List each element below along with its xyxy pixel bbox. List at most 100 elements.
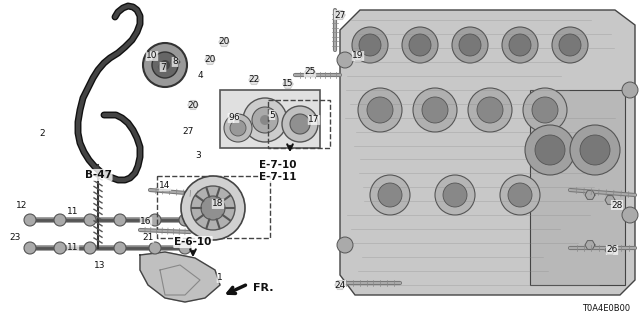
Text: 5: 5 <box>269 110 275 119</box>
Text: 23: 23 <box>10 233 20 242</box>
Polygon shape <box>605 196 615 204</box>
Circle shape <box>422 97 448 123</box>
Text: 20: 20 <box>204 55 216 65</box>
Polygon shape <box>353 52 363 60</box>
Text: E-6-10: E-6-10 <box>174 237 212 247</box>
Circle shape <box>352 27 388 63</box>
Circle shape <box>435 175 475 215</box>
Circle shape <box>523 88 567 132</box>
Circle shape <box>622 207 638 223</box>
Polygon shape <box>170 58 180 66</box>
Circle shape <box>622 82 638 98</box>
Circle shape <box>152 52 178 78</box>
Circle shape <box>337 52 353 68</box>
Circle shape <box>477 97 503 123</box>
Circle shape <box>201 196 225 220</box>
Text: E-7-11: E-7-11 <box>259 172 297 182</box>
Circle shape <box>370 175 410 215</box>
Text: B-47: B-47 <box>84 170 111 180</box>
Polygon shape <box>219 38 229 46</box>
Text: 21: 21 <box>142 234 154 243</box>
Polygon shape <box>283 80 293 88</box>
Circle shape <box>191 186 235 230</box>
Circle shape <box>508 183 532 207</box>
Polygon shape <box>158 63 168 71</box>
Circle shape <box>179 242 191 254</box>
Circle shape <box>570 125 620 175</box>
Text: 11: 11 <box>67 207 79 217</box>
Circle shape <box>149 242 161 254</box>
Text: 15: 15 <box>282 79 294 89</box>
Text: E-7-10: E-7-10 <box>259 160 297 170</box>
Circle shape <box>525 125 575 175</box>
Polygon shape <box>249 76 259 84</box>
Circle shape <box>282 106 318 142</box>
Polygon shape <box>605 246 615 254</box>
Circle shape <box>260 115 270 125</box>
Text: 19: 19 <box>352 52 364 60</box>
Text: T0A4E0B00: T0A4E0B00 <box>582 304 630 313</box>
Circle shape <box>290 114 310 134</box>
Circle shape <box>552 27 588 63</box>
Text: 17: 17 <box>308 116 320 124</box>
Circle shape <box>532 97 558 123</box>
Text: 28: 28 <box>611 201 623 210</box>
Circle shape <box>509 34 531 56</box>
Circle shape <box>224 114 252 142</box>
Circle shape <box>179 214 191 226</box>
Circle shape <box>535 135 565 165</box>
Text: 14: 14 <box>159 181 171 190</box>
Text: 20: 20 <box>218 37 230 46</box>
Text: 3: 3 <box>195 150 201 159</box>
Circle shape <box>181 176 245 240</box>
Circle shape <box>358 88 402 132</box>
Circle shape <box>84 214 96 226</box>
Text: 13: 13 <box>94 260 106 269</box>
Circle shape <box>367 97 393 123</box>
Text: FR.: FR. <box>253 283 273 293</box>
Text: 7: 7 <box>160 62 166 71</box>
Circle shape <box>378 183 402 207</box>
Text: 26: 26 <box>606 245 618 254</box>
Circle shape <box>84 242 96 254</box>
Circle shape <box>502 27 538 63</box>
Text: 1: 1 <box>217 274 223 283</box>
Text: 24: 24 <box>334 281 346 290</box>
Text: 6: 6 <box>233 114 239 123</box>
Text: 18: 18 <box>212 199 224 209</box>
Circle shape <box>149 214 161 226</box>
Circle shape <box>243 98 287 142</box>
Text: 16: 16 <box>140 218 152 227</box>
Polygon shape <box>585 191 595 199</box>
Circle shape <box>114 214 126 226</box>
Text: 10: 10 <box>147 52 157 60</box>
Polygon shape <box>340 10 635 295</box>
Circle shape <box>402 27 438 63</box>
Text: 8: 8 <box>172 58 178 67</box>
Text: 2: 2 <box>39 129 45 138</box>
Polygon shape <box>213 200 223 208</box>
Polygon shape <box>335 11 345 19</box>
Polygon shape <box>530 90 625 285</box>
Circle shape <box>337 237 353 253</box>
Text: 22: 22 <box>248 76 260 84</box>
Circle shape <box>409 34 431 56</box>
Polygon shape <box>585 241 595 249</box>
Polygon shape <box>205 56 215 64</box>
Circle shape <box>54 242 66 254</box>
Circle shape <box>230 120 246 136</box>
Circle shape <box>359 34 381 56</box>
Circle shape <box>443 183 467 207</box>
Text: 27: 27 <box>182 127 194 137</box>
Circle shape <box>114 242 126 254</box>
Text: 9: 9 <box>228 114 234 123</box>
Circle shape <box>413 88 457 132</box>
Circle shape <box>252 107 278 133</box>
Polygon shape <box>305 68 315 76</box>
Circle shape <box>160 60 170 70</box>
Circle shape <box>559 34 581 56</box>
Circle shape <box>468 88 512 132</box>
Circle shape <box>24 242 36 254</box>
Text: 20: 20 <box>188 100 198 109</box>
Polygon shape <box>140 252 220 302</box>
